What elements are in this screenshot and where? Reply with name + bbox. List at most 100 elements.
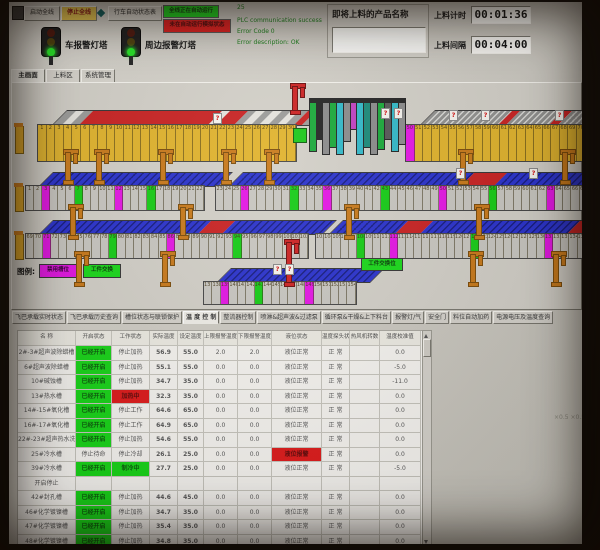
crane-auto-status-button[interactable]: 行车自动状态表 <box>108 6 162 21</box>
rack-slot: 124 <box>487 234 496 258</box>
stop-line-button[interactable]: 停止全线 <box>61 6 97 21</box>
rack-slot: 30 <box>273 186 283 210</box>
function-tab-9[interactable]: 安全门 <box>425 311 450 324</box>
rack-slot: 22 <box>218 125 228 161</box>
table-header-cell: 工作状态 <box>112 331 150 346</box>
rack-slot: 59 <box>513 186 522 210</box>
function-tab-8[interactable]: 报警灯/气 <box>392 311 425 324</box>
table-cell: 液位正常 <box>272 389 322 404</box>
table-cell: 0.0 <box>238 505 272 520</box>
table-cell: 0.0 <box>380 346 421 361</box>
rack-slot: 108 <box>356 234 366 258</box>
table-row: 6#超声波除蜡槽 已经开启 停止加热 55.1 55.0 0.0 0.0 液位正常正 常 -5.… <box>18 360 422 375</box>
rack-slot: 50 <box>406 125 415 161</box>
function-tab-11[interactable]: 电源电压及温度查询 <box>493 311 554 324</box>
table-cell: 停止加热 <box>112 491 150 506</box>
rack-slot: 51 <box>447 186 456 210</box>
rack-slot: 2 <box>34 186 43 210</box>
rack-slot: 41 <box>364 186 374 210</box>
rack-slot: 95 <box>241 234 251 258</box>
table-cell: 液位正常 <box>272 505 322 520</box>
table-cell: 0.0 <box>238 404 272 419</box>
scroll-down-icon[interactable] <box>424 540 428 544</box>
table-cell: 34.7 <box>150 505 178 520</box>
gantry-crane-icon <box>551 251 567 287</box>
main-tab-3[interactable]: 系统管理 <box>81 69 115 83</box>
table-cell <box>350 534 380 544</box>
rack-slot: 58 <box>505 186 514 210</box>
function-tab-10[interactable]: 料位自动加药 <box>450 311 493 324</box>
table-header-cell: 开启状态 <box>76 331 112 346</box>
table-cell: 停止加热 <box>112 534 150 544</box>
rack-slot: 5 <box>72 125 81 161</box>
rack-slot: 70 <box>34 234 43 258</box>
load-timer-label: 上料计时 <box>434 11 466 20</box>
table-cell: 55.0 <box>178 433 204 448</box>
table-cell: 正 常 <box>322 505 350 520</box>
rack-slot: 9 <box>90 186 99 210</box>
rack-slot: 53 <box>463 186 473 210</box>
rack-slot: 133 <box>561 234 570 258</box>
rack-slot: 72 <box>50 234 60 258</box>
table-cell: 液位正常 <box>272 534 322 544</box>
rack-slot: 60 <box>521 186 531 210</box>
rack-slots: 50 51 52 53 54 55 56 57 58 59 60 61 62 63 64 65 66 67 68 69… <box>405 124 582 162</box>
function-tab-7[interactable]: 循环泵&干燥&上下料台 <box>321 311 392 324</box>
table-cell: 22#-23#超声热水洗槽 <box>18 433 76 448</box>
scroll-up-icon[interactable] <box>424 334 428 338</box>
rack-slot: 52 <box>455 186 464 210</box>
transfer-crane-icon <box>290 83 306 115</box>
gantry-crane-icon <box>474 204 490 240</box>
table-cell: 已经开启 <box>76 404 112 419</box>
function-tab-1[interactable]: 飞巴承载实时状态 <box>12 311 67 324</box>
table-cell: 0.0 <box>380 404 421 419</box>
rack-slot: 28 <box>257 186 266 210</box>
table-row: 48#化学镀镍槽 已经开启 停止加热 34.8 35.0 0.0 0.0 液位正常正 常 0.0 <box>18 534 422 544</box>
function-tab-2[interactable]: 飞巴承载历史查询 <box>67 311 122 324</box>
table-cell: 液位正常 <box>272 520 322 535</box>
rack-slot: 21 <box>187 186 196 210</box>
table-cell: 35.0 <box>178 534 204 544</box>
rack-slots: 23 24 25 26 27 28 29 30 31 32 33 34 35 36 37 38 39 40 41 42… <box>215 185 582 211</box>
transfer-crane-icon <box>284 239 300 287</box>
scrollbar-thumb[interactable] <box>423 339 431 357</box>
rack-slot: 79 <box>108 234 118 258</box>
rack-slot: 144 <box>263 282 272 304</box>
alarm-question-tag: ? <box>529 168 538 179</box>
table-cell <box>322 476 350 491</box>
table-cell: 已经开启 <box>76 375 112 390</box>
alarm-question-tag: ? <box>213 113 222 124</box>
rack-slot: 12 <box>115 186 124 210</box>
next-product-input[interactable] <box>332 27 426 53</box>
table-cell: 加热中 <box>112 389 150 404</box>
rack-slot: 4 <box>50 186 59 210</box>
table-scrollbar[interactable] <box>422 330 432 544</box>
function-tab-3[interactable]: 槽位状态与联锁保护 <box>122 311 183 324</box>
function-tab-4[interactable]: 温 度 控 制 <box>183 311 220 324</box>
rack-slot: 23 <box>216 186 225 210</box>
table-header-cell: 温度校准值 <box>380 331 421 346</box>
table-cell: 25#冷水槽 <box>18 447 76 462</box>
rack-slot: 69 <box>26 234 35 258</box>
rack-slot: 8 <box>98 125 107 161</box>
plc-error-desc: Error description: OK <box>237 39 300 46</box>
rack-slot: 105 <box>332 234 341 258</box>
rack-slot: 125 <box>495 234 504 258</box>
function-tab-6[interactable]: 喷淋&超声波&过滤泵 <box>257 311 321 324</box>
table-cell: 25.0 <box>178 462 204 477</box>
table-cell: 液位正常 <box>272 375 322 390</box>
table-cell: 已经开启 <box>76 360 112 375</box>
rack-slot: 89 <box>191 234 201 258</box>
gantry-crane-icon <box>560 149 576 185</box>
table-cell: 44.6 <box>150 491 178 506</box>
rack-slot: 46 <box>406 186 415 210</box>
rack-slot: 110 <box>373 234 382 258</box>
start-line-button[interactable]: 启动全线 <box>24 6 60 21</box>
rack-slot: 13 <box>141 125 150 161</box>
function-tab-5[interactable]: 整流器控制 <box>220 311 257 324</box>
table-cell: 已经开启 <box>76 433 112 448</box>
table-cell: 0.0 <box>380 520 421 535</box>
rack-slot: 24 <box>235 125 245 161</box>
rack-slot: 48 <box>422 186 431 210</box>
rack-slot: 128 <box>520 234 529 258</box>
